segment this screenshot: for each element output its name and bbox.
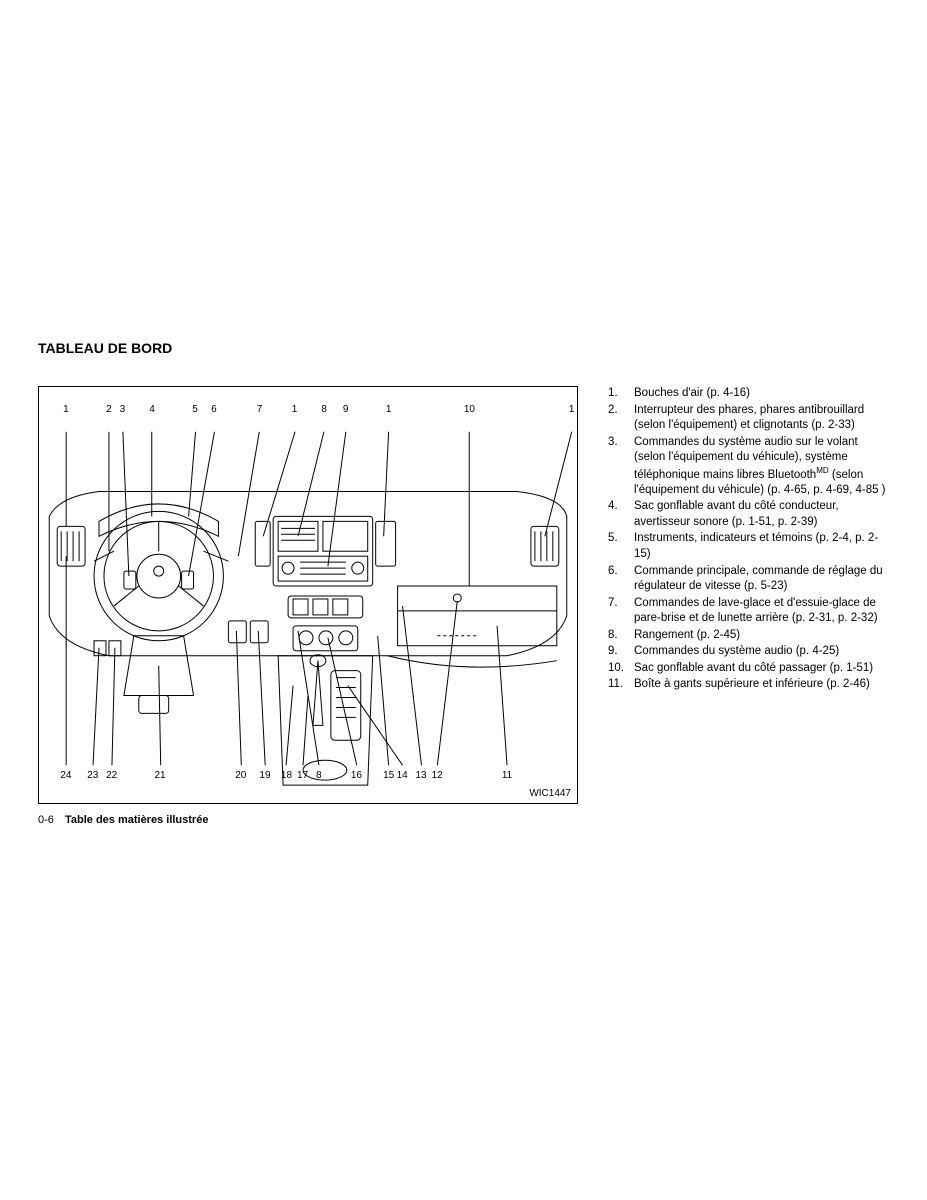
legend-item: 4.Sac gonflable avant du côté conducteur… [608,499,888,530]
legend-item: 10.Sac gonflable avant du côté passager … [608,661,888,677]
callout-number-top: 4 [149,404,155,415]
legend-item: 9.Commandes du système audio (p. 4-25) [608,644,888,660]
callout-number-bottom: 20 [235,770,246,781]
callout-number-top: 7 [257,404,263,415]
callout-number-bottom: 19 [259,770,270,781]
legend-list: 1.Bouches d'air (p. 4-16)2.Interrupteur … [608,386,888,694]
section-title: TABLEAU DE BORD [38,340,888,356]
legend-item: 7.Commandes de lave-glace et d'essuie-gl… [608,596,888,627]
legend-text: Instruments, indicateurs et témoins (p. … [634,531,888,562]
legend-item: 2.Interrupteur des phares, phares antibr… [608,403,888,434]
legend-number: 8. [608,628,634,644]
legend-text: Boîte à gants supérieure et inférieure (… [634,677,888,693]
callout-number-top: 6 [211,404,217,415]
legend-item: 1.Bouches d'air (p. 4-16) [608,386,888,402]
callout-number-bottom: 15 [383,770,394,781]
legend-item: 8.Rangement (p. 2-45) [608,628,888,644]
callout-number-bottom: 11 [502,770,512,781]
callout-number-top: 9 [343,404,349,415]
callout-number-bottom: 14 [397,770,408,781]
callout-number-bottom: 13 [415,770,426,781]
legend-number: 1. [608,386,634,402]
callout-number-top: 1 [569,404,575,415]
legend-number: 7. [608,596,634,627]
legend-text: Sac gonflable avant du côté conducteur, … [634,499,888,530]
page-footer: 0-6 Table des matières illustrée [38,814,588,826]
callout-number-top: 1 [386,404,392,415]
legend-number: 4. [608,499,634,530]
dashboard-svg [39,387,577,803]
callout-number-bottom: 21 [154,770,165,781]
legend-text: Sac gonflable avant du côté passager (p.… [634,661,888,677]
callout-number-top: 8 [321,404,327,415]
callout-number-bottom: 23 [87,770,98,781]
legend-text: Commandes du système audio (p. 4-25) [634,644,888,660]
legend-text: Commande principale, commande de réglage… [634,564,888,595]
legend-number: 9. [608,644,634,660]
legend-item: 3.Commandes du système audio sur le vola… [608,435,888,499]
callout-number-top: 1 [63,404,69,415]
callout-number-top: 2 [106,404,112,415]
callout-number-top: 3 [120,404,126,415]
callout-number-bottom: 8 [316,770,322,781]
legend-item: 6.Commande principale, commande de régla… [608,564,888,595]
legend-number: 2. [608,403,634,434]
legend-item: 11.Boîte à gants supérieure et inférieur… [608,677,888,693]
legend-text: Interrupteur des phares, phares antibrou… [634,403,888,434]
legend-number: 6. [608,564,634,595]
callout-number-bottom: 22 [106,770,117,781]
legend-text: Rangement (p. 2-45) [634,628,888,644]
callout-number-bottom: 24 [60,770,71,781]
legend-number: 3. [608,435,634,499]
legend-item: 5.Instruments, indicateurs et témoins (p… [608,531,888,562]
callout-number-bottom: 16 [351,770,362,781]
legend-text: Commandes de lave-glace et d'essuie-glac… [634,596,888,627]
callout-number-top: 10 [464,404,475,415]
figure-code: WIC1447 [529,788,571,799]
legend-text: Bouches d'air (p. 4-16) [634,386,888,402]
footer-section-title: Table des matières illustrée [65,814,208,826]
callout-number-bottom: 17 [297,770,308,781]
legend-number: 11. [608,677,634,693]
legend-text: Commandes du système audio sur le volant… [634,435,888,499]
dashboard-figure: 12345671891101 2423222120191817816151413… [38,386,578,804]
callout-number-bottom: 18 [281,770,292,781]
callout-number-top: 1 [292,404,298,415]
legend-number: 10. [608,661,634,677]
legend-number: 5. [608,531,634,562]
callout-number-bottom: 12 [432,770,443,781]
callout-number-top: 5 [192,404,198,415]
page-number: 0-6 [38,814,54,826]
